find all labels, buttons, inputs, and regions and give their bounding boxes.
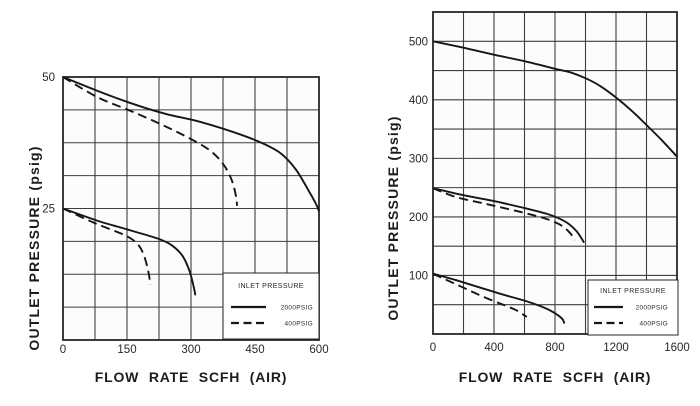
legend: INLET PRESSURE 2000PSIG 400PSIG	[587, 279, 679, 336]
legend-entry-label: 400PSIG	[640, 321, 668, 328]
y-tick-label: 200	[409, 212, 428, 224]
y-tick-label: 300	[409, 153, 428, 165]
x-tick-label: 800	[545, 342, 564, 354]
series-set-50psig-inlet-2000psig	[62, 76, 320, 212]
high-pressure-regulator-flow-chart: INLET PRESSURE 2000PSIG 400PSIG 0 400 800 1200…	[385, 11, 690, 385]
series-set-50psig-inlet-400psig	[62, 76, 239, 207]
series-set-100psig-inlet-400psig	[432, 272, 528, 318]
legend: INLET PRESSURE 2000PSIG 400PSIG	[222, 272, 320, 340]
series-set-100psig-inlet-2000psig	[432, 272, 566, 324]
legend-title: INLET PRESSURE	[238, 283, 304, 290]
low-pressure-regulator-flow-chart: INLET PRESSURE 2000PSIG 400PSIG 0 150 300 450 6…	[26, 72, 329, 385]
x-tick-label: 1600	[664, 342, 690, 354]
y-tick-label: 25	[42, 204, 55, 216]
grid	[63, 77, 319, 340]
x-tick-label: 300	[181, 344, 200, 356]
y-tick-label: 50	[42, 72, 55, 84]
series-set-250psig-inlet-2000psig	[432, 187, 585, 244]
plot-border	[432, 11, 678, 335]
series-set-25psig-inlet-400psig	[62, 207, 152, 285]
series-set-250psig-inlet-400psig	[432, 187, 576, 241]
x-tick-label: 0	[60, 344, 66, 356]
legend-entry-label: 400PSIG	[285, 321, 313, 328]
series-set-500psig-inlet-2000psig	[432, 40, 678, 158]
x-tick-label: 0	[430, 342, 436, 354]
series-set-25psig-inlet-2000psig	[62, 207, 197, 296]
x-tick-label: 1200	[603, 342, 629, 354]
y-axis-label: OUTLET PRESSURE (psig)	[26, 145, 42, 350]
x-tick-label: 400	[484, 342, 503, 354]
x-tick-label: 150	[117, 344, 136, 356]
x-tick-label: 600	[309, 344, 328, 356]
x-axis-label: FLOW RATE SCFH (AIR)	[95, 369, 288, 385]
y-tick-label: 400	[409, 95, 428, 107]
legend-entry-label: 2000PSIG	[636, 305, 668, 312]
x-axis-label: FLOW RATE SCFH (AIR)	[459, 369, 652, 385]
y-axis-label: OUTLET PRESSURE (psig)	[385, 115, 401, 320]
legend-title: INLET PRESSURE	[600, 288, 666, 295]
legend-entry-label: 2000PSIG	[281, 305, 313, 312]
y-tick-label: 100	[409, 270, 428, 282]
y-tick-label: 500	[409, 36, 428, 48]
x-tick-label: 450	[245, 344, 264, 356]
